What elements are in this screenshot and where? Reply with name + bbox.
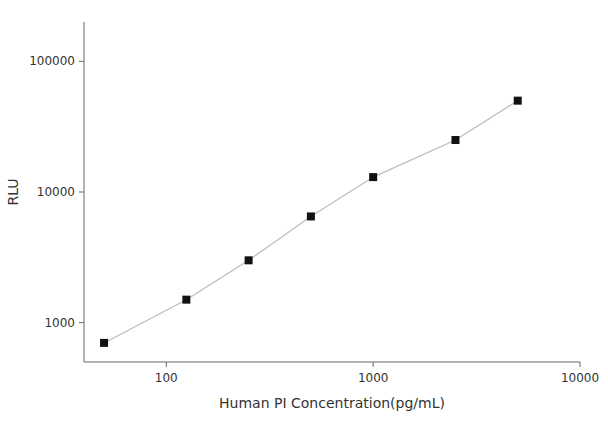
- chart-container: 100 1000 10000 1000 10000 100000 Human PI Conc…: [0, 0, 608, 426]
- data-line: [104, 101, 518, 343]
- y-tick-label: 100000: [29, 54, 75, 68]
- data-point: [307, 212, 315, 220]
- plot-data: [100, 97, 522, 347]
- x-tick-label: 10000: [561, 371, 599, 385]
- data-point: [514, 97, 522, 105]
- x-tick-label: 100: [155, 371, 178, 385]
- x-axis-line: [84, 362, 580, 363]
- y-tick: [79, 322, 84, 323]
- x-tick-label: 1000: [358, 371, 389, 385]
- y-axis-label: RLU: [5, 178, 21, 205]
- data-point: [451, 136, 459, 144]
- x-axis-label: Human PI Concentration(pg/mL): [219, 395, 445, 411]
- x-tick: [166, 362, 167, 367]
- x-tick: [373, 362, 374, 367]
- data-point: [369, 173, 377, 181]
- x-tick: [580, 362, 581, 367]
- y-tick-label: 1000: [44, 316, 75, 330]
- y-tick-label: 10000: [37, 185, 75, 199]
- data-point: [100, 339, 108, 347]
- background: [0, 0, 608, 426]
- chart-svg: 100 1000 10000 1000 10000 100000 Human PI Conc…: [0, 0, 608, 426]
- y-tick: [79, 192, 84, 193]
- page: {"chart_data": {"type": "line", "xlabel"…: [0, 0, 608, 426]
- axes: 100 1000 10000 1000 10000 100000: [29, 22, 599, 385]
- y-tick: [79, 61, 84, 62]
- data-point: [182, 296, 190, 304]
- data-point: [245, 256, 253, 264]
